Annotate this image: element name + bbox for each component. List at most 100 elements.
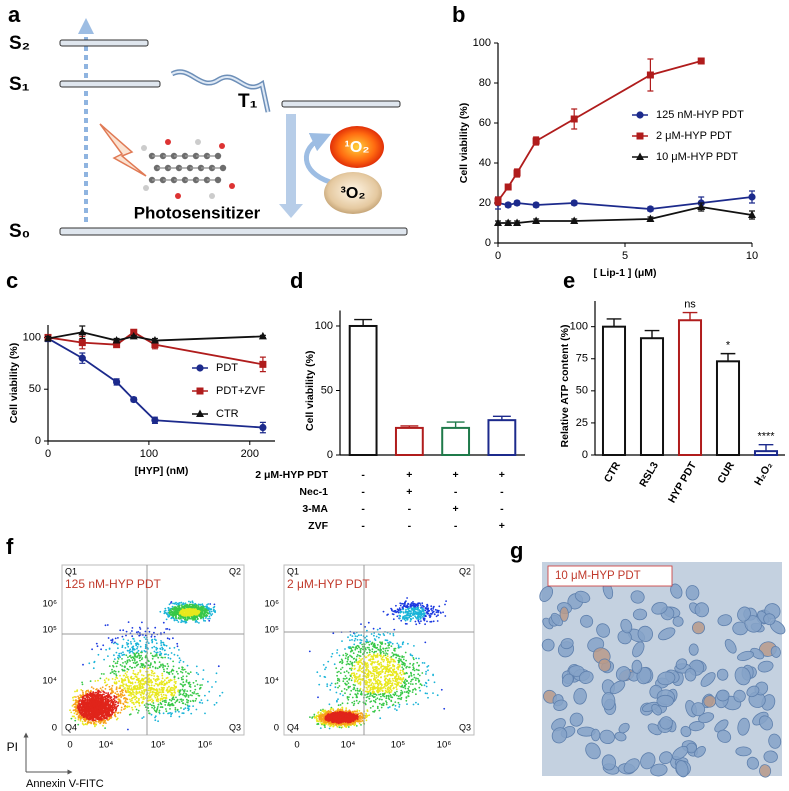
event-dot	[123, 687, 126, 690]
treatment-sign: -	[361, 486, 365, 498]
event-dot	[129, 698, 131, 701]
event-dot	[123, 665, 126, 668]
event-dot	[151, 706, 154, 709]
quadrant-label: Q3	[229, 722, 241, 732]
event-dot	[188, 600, 190, 603]
cell	[675, 760, 689, 778]
event-dot	[91, 648, 93, 651]
cell	[763, 750, 778, 763]
event-dot	[129, 660, 132, 662]
event-dot	[127, 668, 130, 671]
event-dot	[178, 715, 181, 718]
treatment-label: 3-MA	[302, 503, 328, 515]
cell	[717, 729, 732, 743]
cell	[637, 625, 654, 642]
event-dot	[151, 657, 154, 660]
event-dot	[139, 645, 142, 648]
quadrant-label: Q4	[65, 722, 77, 732]
treatment-sign: -	[408, 520, 412, 532]
event-dot	[116, 693, 118, 696]
event-dot	[169, 708, 171, 710]
event-dot	[177, 677, 180, 680]
event-dot	[115, 718, 118, 721]
event-dot	[73, 709, 76, 711]
event-dot	[187, 705, 190, 708]
event-dot	[109, 672, 112, 675]
event-dot	[127, 728, 129, 731]
event-dot	[149, 697, 151, 699]
event-dot	[215, 701, 218, 704]
event-dot	[82, 706, 85, 709]
cell	[585, 742, 601, 760]
event-dot	[163, 631, 166, 634]
marker	[513, 199, 521, 207]
cell	[675, 658, 688, 670]
cell	[561, 673, 574, 687]
event-dot	[157, 656, 160, 659]
cell	[599, 729, 615, 745]
event-dot	[97, 714, 100, 717]
treatment-sign: +	[406, 486, 412, 498]
event-dot	[184, 707, 187, 709]
cell	[716, 689, 730, 702]
event-dot	[163, 670, 166, 673]
event-dot	[179, 615, 182, 618]
legend-label: CTR	[216, 408, 239, 420]
event-dot	[94, 700, 96, 703]
event-dot	[131, 627, 134, 629]
level-label: S₀	[9, 221, 30, 242]
event-dot	[102, 696, 105, 699]
cell-layer	[539, 582, 786, 778]
event-dot	[199, 615, 202, 618]
event-dot	[140, 679, 143, 682]
treatment-sign: +	[453, 469, 459, 481]
cell	[698, 712, 715, 724]
event-dot	[170, 611, 173, 613]
event-dot	[71, 715, 74, 718]
energy-level	[59, 39, 149, 47]
event-dot	[171, 689, 174, 692]
cell	[657, 671, 676, 686]
event-dot	[160, 682, 163, 685]
event-dot	[115, 688, 118, 691]
event-dot	[123, 669, 125, 672]
event-dot	[186, 664, 189, 667]
event-dot	[168, 611, 171, 614]
event-dot	[135, 708, 138, 711]
cell	[685, 585, 700, 601]
event-dot	[116, 705, 119, 708]
event-dot	[102, 703, 104, 705]
event-dot	[117, 711, 120, 714]
cell	[651, 602, 668, 615]
event-dot	[172, 669, 175, 672]
event-dot	[210, 608, 213, 611]
event-dot	[169, 657, 172, 660]
event-dot	[134, 705, 137, 708]
event-dot	[178, 602, 181, 604]
event-dot	[78, 696, 81, 699]
event-dot	[112, 706, 115, 709]
event-dot	[95, 700, 98, 703]
y-tick-label: 40	[479, 157, 491, 169]
event-dot	[77, 723, 80, 726]
cell	[714, 719, 729, 733]
y-tick-label: 0	[35, 435, 41, 447]
event-dot	[200, 699, 203, 701]
event-dot	[121, 665, 123, 667]
event-dot	[135, 631, 138, 634]
triplet-oxygen	[324, 172, 382, 214]
bar	[715, 360, 741, 457]
event-dot	[129, 641, 132, 643]
error-bar	[606, 318, 622, 327]
event-dot	[122, 702, 124, 705]
event-dot	[175, 696, 177, 699]
marker	[513, 218, 522, 226]
event-dot	[128, 651, 131, 654]
flow-y-tick: 10⁴	[42, 676, 57, 687]
event-dot	[78, 708, 81, 711]
event-dot	[171, 605, 174, 608]
event-dot	[137, 652, 140, 655]
event-dot	[107, 679, 110, 681]
event-dot	[126, 661, 129, 663]
event-dot	[91, 706, 93, 709]
